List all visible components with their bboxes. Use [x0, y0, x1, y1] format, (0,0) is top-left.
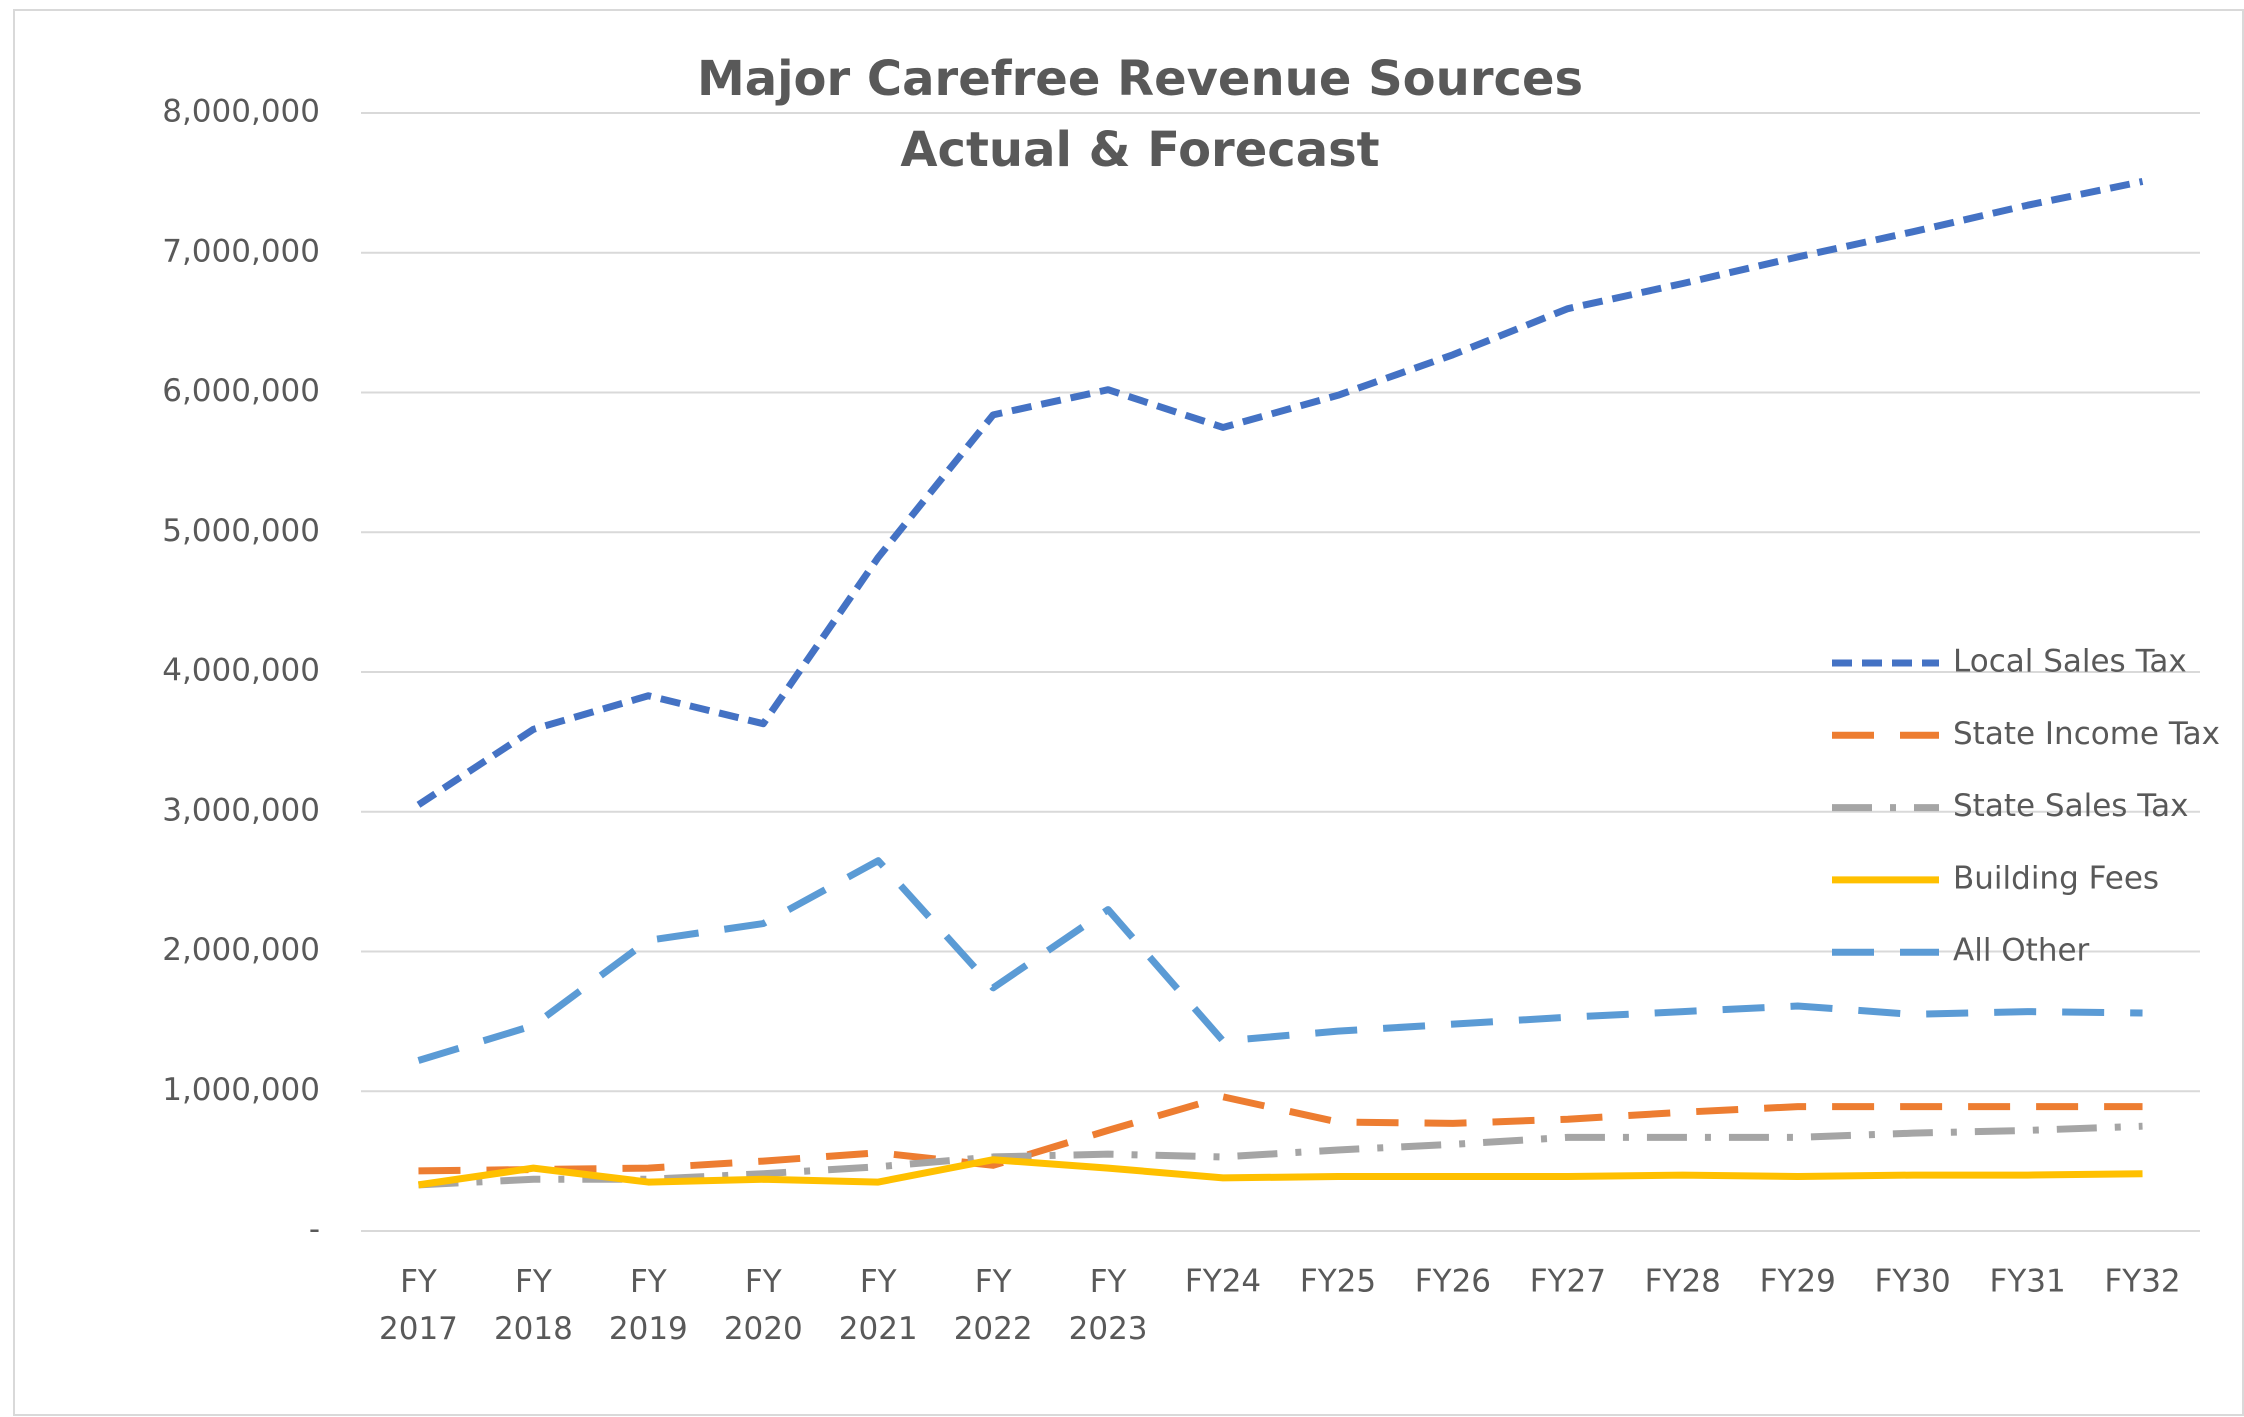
- y-tick-label: 6,000,000: [162, 373, 320, 409]
- x-tick-label: FY 2019: [609, 1264, 688, 1347]
- series-line: [416, 178, 2144, 808]
- x-tick-label-line: 2020: [724, 1311, 803, 1347]
- y-tick-label: 1,000,000: [162, 1072, 320, 1108]
- legend-label: Building Fees: [1953, 860, 2159, 896]
- x-tick-label-line: FY: [1090, 1264, 1127, 1300]
- x-tick-label: FY 2017: [379, 1264, 458, 1347]
- x-tick-label: FY 2021: [839, 1264, 918, 1347]
- x-tick-label-line: FY: [515, 1264, 552, 1300]
- y-tick-label: 8,000,000: [162, 94, 320, 130]
- x-tick-label-line: FY: [860, 1264, 897, 1300]
- x-tick-label-line: 2022: [954, 1311, 1033, 1347]
- y-tick-label: 7,000,000: [162, 233, 320, 269]
- x-tick-label-line: 2017: [379, 1311, 458, 1347]
- legend-label: State Income Tax: [1953, 716, 2220, 752]
- x-tick-label: FY31: [1989, 1264, 2065, 1300]
- x-tick-label: FY27: [1530, 1264, 1606, 1300]
- x-tick-label: FY32: [2104, 1264, 2180, 1300]
- x-tick-label: FY 2023: [1069, 1264, 1148, 1347]
- y-tick-label: 3,000,000: [162, 792, 320, 828]
- x-tick-label: FY29: [1760, 1264, 1836, 1300]
- chart-title: Major Carefree Revenue Sources: [697, 51, 1583, 107]
- chart-subtitle: Actual & Forecast: [900, 122, 1379, 178]
- y-tick-label: 2,000,000: [162, 932, 320, 968]
- x-tick-label: FY25: [1300, 1264, 1376, 1300]
- x-tick-label-line: 2023: [1069, 1311, 1148, 1347]
- x-tick-label: FY26: [1415, 1264, 1491, 1300]
- x-tick-label: FY 2022: [954, 1264, 1033, 1347]
- y-tick-label: 5,000,000: [162, 513, 320, 549]
- y-tick-label: -: [309, 1212, 320, 1248]
- legend-label: All Other: [1953, 933, 2090, 969]
- x-tick-label-line: FY: [745, 1264, 782, 1300]
- legend-label: State Sales Tax: [1953, 788, 2188, 824]
- x-tick-label: FY28: [1645, 1264, 1721, 1300]
- y-tick-label: 4,000,000: [162, 653, 320, 689]
- x-tick-label-line: FY: [630, 1264, 667, 1300]
- x-tick-label-line: FY: [400, 1264, 437, 1300]
- x-tick-label: FY30: [1875, 1264, 1951, 1300]
- series-line: [417, 857, 2143, 1064]
- x-tick-label-line: 2021: [839, 1311, 918, 1347]
- x-tick-label: FY 2020: [724, 1264, 803, 1347]
- chart-frame: [13, 9, 2244, 1416]
- x-tick-label: FY24: [1185, 1264, 1261, 1300]
- series-line: [417, 1156, 2143, 1189]
- x-tick-label-line: 2018: [494, 1311, 573, 1347]
- series-line: [418, 1093, 2143, 1175]
- x-tick-label-line: FY: [975, 1264, 1012, 1300]
- x-tick-label: FY 2018: [494, 1264, 573, 1347]
- legend-label: Local Sales Tax: [1953, 644, 2187, 680]
- x-tick-label-line: 2019: [609, 1311, 688, 1347]
